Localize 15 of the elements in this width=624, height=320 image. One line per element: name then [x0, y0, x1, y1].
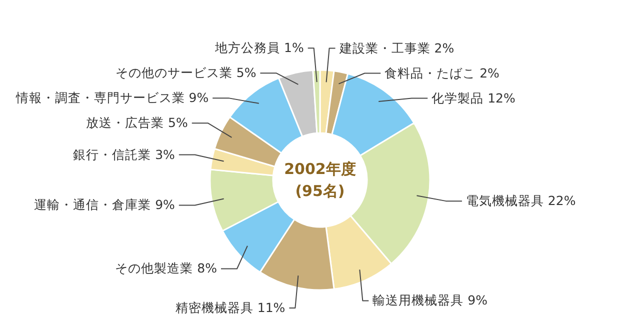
- slice-label: 放送・広告業 5%: [86, 115, 188, 130]
- slice-label: 銀行・信託業 3%: [73, 146, 176, 162]
- slice-label: 地方公務員 1%: [214, 40, 304, 56]
- text: (95名): [295, 182, 345, 200]
- text: 2002年度: [284, 160, 356, 178]
- slice-label: 運輸・通信・倉庫業 9%: [34, 197, 176, 212]
- slice-label: 食料品・たばこ 2%: [384, 65, 500, 80]
- slice-label: 精密機械器具 11%: [175, 300, 286, 315]
- slice-label: 輸送用機械器具 9%: [372, 292, 488, 308]
- slice-label: 建設業・工事業 2%: [338, 40, 454, 56]
- slice-label: その他のサービス業 5%: [115, 65, 256, 80]
- slice-label: その他製造業 8%: [115, 260, 218, 276]
- slice-label: 情報・調査・専門サービス業 9%: [14, 90, 209, 106]
- slice-label: 化学製品 12%: [432, 90, 516, 106]
- slice-label: 電気機械器具 22%: [466, 193, 576, 208]
